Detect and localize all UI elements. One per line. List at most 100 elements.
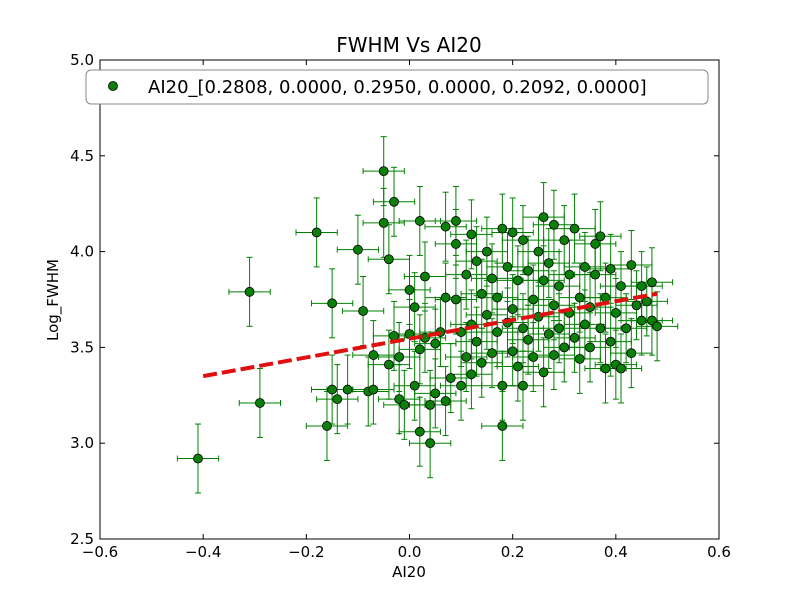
- x-tick-label: −0.4: [185, 543, 221, 561]
- x-tick-label: 0.0: [398, 543, 422, 561]
- data-point: [605, 336, 616, 347]
- x-tick-label: 0.2: [501, 543, 525, 561]
- data-point: [409, 302, 420, 313]
- data-point: [409, 380, 420, 391]
- data-point: [353, 244, 363, 255]
- data-point: [445, 373, 456, 383]
- data-point: [590, 239, 601, 249]
- data-point: [451, 216, 461, 226]
- data-point: [476, 288, 487, 299]
- data-point: [425, 399, 436, 410]
- data-point: [507, 304, 518, 314]
- data-point: [492, 327, 503, 337]
- data-point: [327, 384, 338, 395]
- legend-box: [85, 69, 709, 105]
- data-point: [255, 398, 265, 408]
- data-point: [342, 384, 353, 395]
- data-point: [378, 217, 389, 228]
- data-point: [528, 294, 539, 305]
- data-point: [636, 315, 647, 326]
- data-point: [383, 254, 394, 265]
- data-point: [471, 336, 482, 347]
- y-tick-label: 2.5: [70, 530, 94, 548]
- data-point: [481, 246, 492, 257]
- data-point: [523, 265, 534, 276]
- data-point: [492, 292, 503, 303]
- data-point: [497, 421, 508, 431]
- data-point: [626, 260, 637, 270]
- y-tick-label: 4.5: [70, 147, 94, 165]
- data-point: [631, 300, 642, 311]
- data-point: [579, 262, 590, 272]
- data-point: [430, 338, 441, 349]
- x-tick-label: 0.6: [707, 543, 731, 561]
- data-point: [368, 350, 379, 360]
- data-point: [440, 292, 451, 303]
- data-point: [574, 353, 585, 364]
- data-point: [559, 235, 570, 246]
- data-point: [461, 269, 472, 280]
- data-point: [414, 426, 425, 437]
- y-tick-label: 3.0: [70, 434, 94, 452]
- data-point: [512, 275, 523, 286]
- data-point: [440, 396, 451, 406]
- data-point: [507, 346, 518, 357]
- data-point: [579, 319, 590, 330]
- data-point: [332, 394, 343, 405]
- data-point: [451, 239, 461, 249]
- data-point: [538, 212, 549, 223]
- data-point: [616, 363, 626, 374]
- legend-marker: [108, 81, 118, 91]
- x-tick-label: −0.2: [288, 543, 324, 561]
- data-point: [569, 223, 580, 234]
- data-point: [466, 229, 477, 240]
- fit-line-layer: [202, 291, 658, 379]
- chart-title: FWHM Vs AI20: [336, 33, 481, 57]
- data-point: [610, 308, 621, 318]
- data-point: [549, 219, 559, 230]
- data-point: [590, 269, 601, 280]
- data-point: [533, 246, 544, 257]
- fit-line: [202, 291, 658, 379]
- data-point: [507, 227, 518, 238]
- data-point: [327, 298, 338, 309]
- data-point: [476, 357, 487, 368]
- data-point: [311, 227, 322, 238]
- data-point: [595, 231, 606, 242]
- data-point: [378, 166, 389, 177]
- data-point: [636, 281, 647, 291]
- data-point: [383, 359, 394, 370]
- data-point: [497, 380, 508, 391]
- data-point: [518, 380, 528, 391]
- data-point: [518, 323, 528, 334]
- y-axis-ticks: 2.5 3.0 3.5 4.0 4.5 5.0: [70, 51, 719, 548]
- points-layer: [193, 166, 662, 464]
- data-point: [244, 286, 255, 297]
- data-point: [193, 453, 203, 464]
- data-point: [322, 421, 332, 431]
- data-point: [502, 262, 513, 272]
- data-point: [389, 196, 399, 207]
- data-point: [626, 348, 637, 359]
- data-point: [523, 334, 534, 345]
- x-axis-ticks: −0.6 −0.4 −0.2 0.0 0.2 0.4 0.6: [82, 60, 731, 561]
- data-point: [652, 321, 662, 332]
- data-point: [564, 269, 575, 280]
- data-point: [399, 399, 410, 410]
- data-point: [549, 350, 559, 360]
- data-point: [554, 281, 564, 291]
- data-point: [574, 292, 585, 303]
- data-point: [430, 388, 441, 399]
- legend-label: AI20_[0.2808, 0.0000, 0.2950, 0.0000, 0.…: [148, 77, 647, 98]
- data-point: [559, 342, 570, 353]
- data-point: [585, 342, 595, 353]
- data-point: [358, 306, 368, 316]
- data-point: [414, 344, 425, 355]
- data-point: [621, 323, 632, 334]
- data-point: [451, 294, 461, 305]
- data-point: [425, 438, 436, 449]
- data-point: [600, 363, 611, 374]
- data-point: [616, 281, 626, 291]
- y-tick-label: 5.0: [70, 51, 94, 69]
